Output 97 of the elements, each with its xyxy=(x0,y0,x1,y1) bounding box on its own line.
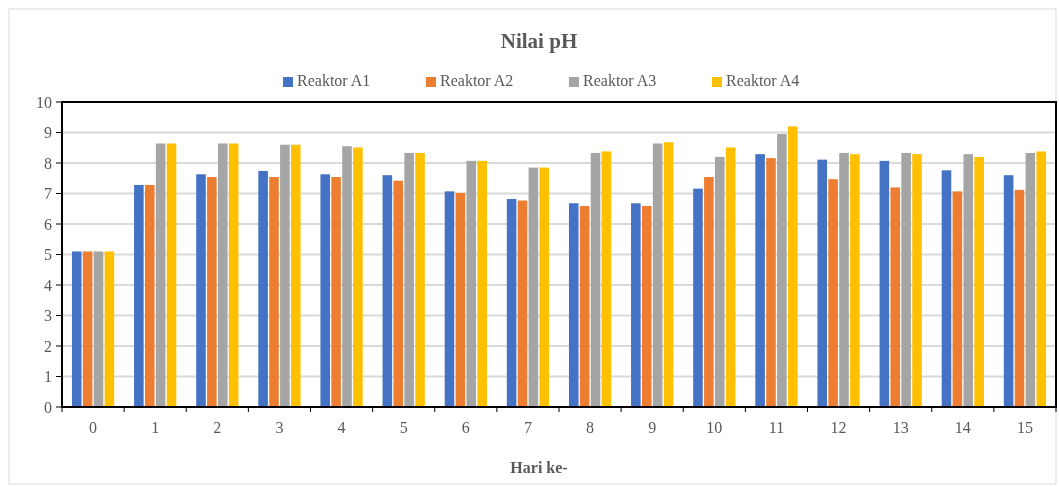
bar xyxy=(228,143,239,407)
bar xyxy=(974,156,984,407)
bar xyxy=(850,154,860,407)
bar xyxy=(693,188,703,407)
bar xyxy=(766,158,776,407)
y-tick-label: 3 xyxy=(44,307,52,325)
bar xyxy=(342,146,352,407)
bar xyxy=(828,179,838,407)
x-tick-label: 14 xyxy=(954,419,971,436)
bar xyxy=(579,206,590,407)
y-tick-label: 4 xyxy=(44,276,52,294)
bar xyxy=(941,170,952,407)
legend-label: Reaktor A3 xyxy=(583,72,657,89)
y-tick-label: 1 xyxy=(44,368,52,386)
bar xyxy=(641,206,652,407)
bar xyxy=(963,154,974,407)
bar xyxy=(704,177,714,407)
x-tick-label: 8 xyxy=(586,419,595,436)
bar xyxy=(477,160,487,407)
bar xyxy=(879,160,890,407)
bar xyxy=(777,134,787,407)
bar xyxy=(601,151,612,407)
x-tick-label: 5 xyxy=(399,419,408,436)
bar xyxy=(455,192,466,407)
bar xyxy=(725,147,736,407)
x-tick-label: 4 xyxy=(337,419,346,436)
bar xyxy=(444,191,455,407)
bar xyxy=(269,177,279,407)
bar xyxy=(1025,152,1036,407)
bar xyxy=(517,200,528,407)
bar xyxy=(631,203,641,407)
x-tick-label: 6 xyxy=(461,419,470,436)
bar xyxy=(714,156,725,407)
bar xyxy=(155,143,166,407)
bar xyxy=(590,152,601,407)
bar xyxy=(196,174,206,407)
bar xyxy=(382,175,393,407)
x-tick-label: 10 xyxy=(706,419,723,436)
x-tick-label: 2 xyxy=(213,419,222,436)
legend-label: Reaktor A1 xyxy=(297,72,371,89)
bar xyxy=(207,177,217,407)
y-tick-label: 7 xyxy=(44,185,52,203)
bar xyxy=(568,203,579,407)
bar xyxy=(890,187,901,407)
y-tick-label: 0 xyxy=(44,398,52,416)
bar xyxy=(506,198,517,407)
bar xyxy=(93,251,104,407)
bar xyxy=(144,184,155,407)
bar xyxy=(817,159,828,407)
legend-label: Reaktor A2 xyxy=(440,72,514,89)
legend-label: Reaktor A4 xyxy=(726,72,800,89)
bar xyxy=(166,143,177,407)
y-tick-label: 6 xyxy=(44,215,52,233)
bar xyxy=(839,152,849,407)
bar xyxy=(1014,189,1025,407)
bar xyxy=(258,170,268,407)
bar xyxy=(415,152,425,407)
x-tick-label: 3 xyxy=(275,419,284,436)
y-tick-label: 9 xyxy=(44,124,52,142)
x-tick-label: 13 xyxy=(892,419,909,436)
x-tick-label: 15 xyxy=(1016,419,1033,436)
bar xyxy=(528,167,539,407)
bar xyxy=(320,174,331,407)
y-tick-label: 10 xyxy=(36,93,52,111)
x-tick-label: 9 xyxy=(648,419,657,436)
bar xyxy=(952,191,963,407)
bar xyxy=(217,143,228,407)
bar xyxy=(1003,175,1014,407)
bar xyxy=(404,152,414,407)
chart-title: Nilai pH xyxy=(500,29,578,53)
bar xyxy=(901,152,911,407)
bar xyxy=(134,184,144,407)
bar xyxy=(663,142,674,407)
bar xyxy=(104,251,115,407)
bar xyxy=(1036,151,1047,407)
y-tick-label: 5 xyxy=(44,246,52,264)
bar xyxy=(393,180,404,407)
bar xyxy=(290,144,301,407)
bar xyxy=(71,251,82,407)
bar xyxy=(466,160,477,407)
x-tick-label: 12 xyxy=(830,419,847,436)
x-axis-title: Hari ke- xyxy=(510,459,568,476)
bar xyxy=(912,154,922,407)
bar xyxy=(331,177,341,407)
bar xyxy=(280,144,290,407)
x-tick-label: 7 xyxy=(523,419,532,436)
bar xyxy=(539,167,550,407)
y-tick-label: 8 xyxy=(44,154,52,172)
bar xyxy=(652,143,663,407)
bar xyxy=(755,154,765,407)
x-tick-label: 11 xyxy=(768,419,785,436)
x-tick-label: 0 xyxy=(89,419,98,436)
bar xyxy=(787,126,798,407)
bar xyxy=(353,147,363,407)
y-tick-label: 2 xyxy=(44,337,52,355)
x-tick-label: 1 xyxy=(151,419,160,436)
bar xyxy=(82,251,93,407)
